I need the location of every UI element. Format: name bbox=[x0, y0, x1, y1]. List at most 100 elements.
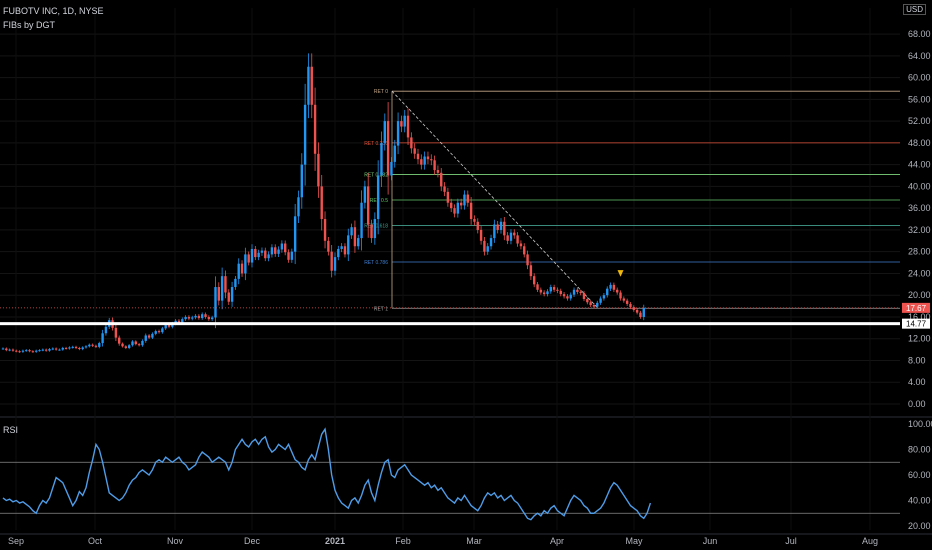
symbol-title[interactable]: FUBOTV INC, 1D, NYSE bbox=[3, 6, 104, 16]
price-tag-box bbox=[902, 318, 930, 329]
candle-body bbox=[489, 238, 493, 247]
candle-body bbox=[1, 348, 5, 350]
candle-body bbox=[71, 346, 74, 348]
candle-body bbox=[237, 263, 240, 279]
indicator-label[interactable]: FIBs by DGT bbox=[3, 20, 56, 30]
candle-body bbox=[38, 350, 41, 352]
rsi-tick-label: 80.00 bbox=[908, 445, 931, 455]
candle-body bbox=[74, 346, 78, 348]
candle-body bbox=[197, 315, 201, 319]
candle-body bbox=[177, 320, 181, 323]
candle-body bbox=[357, 238, 360, 247]
candle-body bbox=[533, 276, 536, 285]
candle-body bbox=[48, 349, 51, 351]
candle-body bbox=[137, 344, 141, 346]
candle-body bbox=[413, 148, 416, 154]
candles bbox=[1, 53, 645, 353]
candle-body bbox=[330, 251, 333, 271]
candle-body bbox=[370, 224, 373, 239]
time-tick-label: 2021 bbox=[325, 536, 345, 546]
candle-body bbox=[559, 290, 562, 295]
candle-body bbox=[616, 289, 619, 293]
candle-body bbox=[430, 159, 433, 161]
candle-body bbox=[453, 208, 456, 214]
fib-label: RET 1 bbox=[374, 306, 388, 312]
candle-body bbox=[549, 287, 552, 292]
candle-body bbox=[566, 296, 569, 299]
candle-body bbox=[350, 227, 353, 236]
candle-body bbox=[91, 344, 94, 346]
candle-body bbox=[582, 293, 586, 300]
candle-body bbox=[284, 243, 287, 253]
candle-body bbox=[420, 159, 423, 165]
candle-body bbox=[297, 197, 300, 217]
candle-body bbox=[104, 326, 108, 334]
price-tick-label: 56.00 bbox=[908, 94, 931, 104]
price-tick-label: 24.00 bbox=[908, 268, 931, 278]
candle-body bbox=[134, 341, 137, 345]
candle-body bbox=[506, 235, 509, 241]
candle-body bbox=[526, 254, 529, 266]
price-tick-label: 12.00 bbox=[908, 334, 931, 344]
candle-body bbox=[141, 340, 144, 346]
candle-body bbox=[446, 191, 450, 203]
candle-body bbox=[513, 232, 516, 236]
candle-body bbox=[440, 172, 443, 187]
candle-body bbox=[519, 243, 523, 247]
price-tag-label: 17.67 bbox=[906, 304, 927, 313]
candle-body bbox=[393, 145, 396, 162]
candle-body bbox=[280, 243, 284, 250]
price-axis[interactable]: 68.00 64.00 60.00 56.00 52.00 48.00 44.00 40.00… bbox=[908, 29, 932, 531]
price-tag-label: 14.77 bbox=[906, 320, 927, 329]
candle-body bbox=[383, 121, 386, 143]
candle-body bbox=[443, 186, 446, 192]
candle-body bbox=[340, 246, 343, 249]
candle-body bbox=[469, 202, 473, 220]
price-tick-label: 44.00 bbox=[908, 160, 931, 170]
candle-body bbox=[220, 276, 224, 301]
fib-label: RET 0.236 bbox=[364, 141, 388, 147]
candle-body bbox=[230, 287, 234, 302]
price-tick-label: 48.00 bbox=[908, 138, 931, 148]
candle-body bbox=[367, 186, 370, 225]
time-tick-label: Sep bbox=[8, 536, 24, 546]
time-tick-label: Mar bbox=[466, 536, 482, 546]
candle-body bbox=[260, 250, 264, 253]
candle-body bbox=[51, 348, 54, 350]
fib-label: RET 0.382 bbox=[364, 172, 388, 178]
candle-body bbox=[307, 66, 310, 105]
candle-body bbox=[58, 349, 61, 351]
candle-body bbox=[599, 298, 602, 303]
candle-body bbox=[300, 164, 303, 198]
candle-body bbox=[44, 349, 48, 351]
candle-body bbox=[589, 302, 592, 305]
candle-body bbox=[503, 221, 506, 236]
candle-body bbox=[274, 247, 277, 254]
candle-body bbox=[84, 346, 88, 348]
candle-body bbox=[35, 350, 38, 352]
candle-body bbox=[313, 104, 317, 154]
rsi-label[interactable]: RSI bbox=[3, 425, 19, 435]
candle-body bbox=[353, 227, 357, 247]
price-tick-label: 60.00 bbox=[908, 73, 931, 83]
time-tick-label: Aug bbox=[862, 536, 878, 546]
fib-label: RET 0 bbox=[374, 89, 388, 95]
candle-body bbox=[459, 202, 463, 206]
candle-body bbox=[410, 137, 413, 149]
candle-body bbox=[154, 331, 157, 334]
price-tick-label: 4.00 bbox=[908, 377, 926, 387]
price-tick-label: 16.00 bbox=[908, 312, 931, 322]
time-tick-label: Feb bbox=[395, 536, 411, 546]
candle-body bbox=[114, 327, 118, 338]
candle-body bbox=[293, 216, 297, 252]
time-axis[interactable]: Sep Oct Nov Dec 2021 Feb Mar Apr May Jun Jul Aug bbox=[8, 536, 878, 546]
rsi-tick-label: 20.00 bbox=[908, 521, 931, 531]
candle-body bbox=[509, 232, 513, 241]
candle-body bbox=[88, 344, 91, 347]
candle-body bbox=[81, 347, 84, 350]
candle-body bbox=[602, 295, 606, 299]
candle-body bbox=[101, 333, 104, 344]
time-tick-label: Nov bbox=[167, 536, 184, 546]
candle-body bbox=[174, 320, 177, 324]
currency-badge[interactable]: USD bbox=[903, 4, 926, 15]
